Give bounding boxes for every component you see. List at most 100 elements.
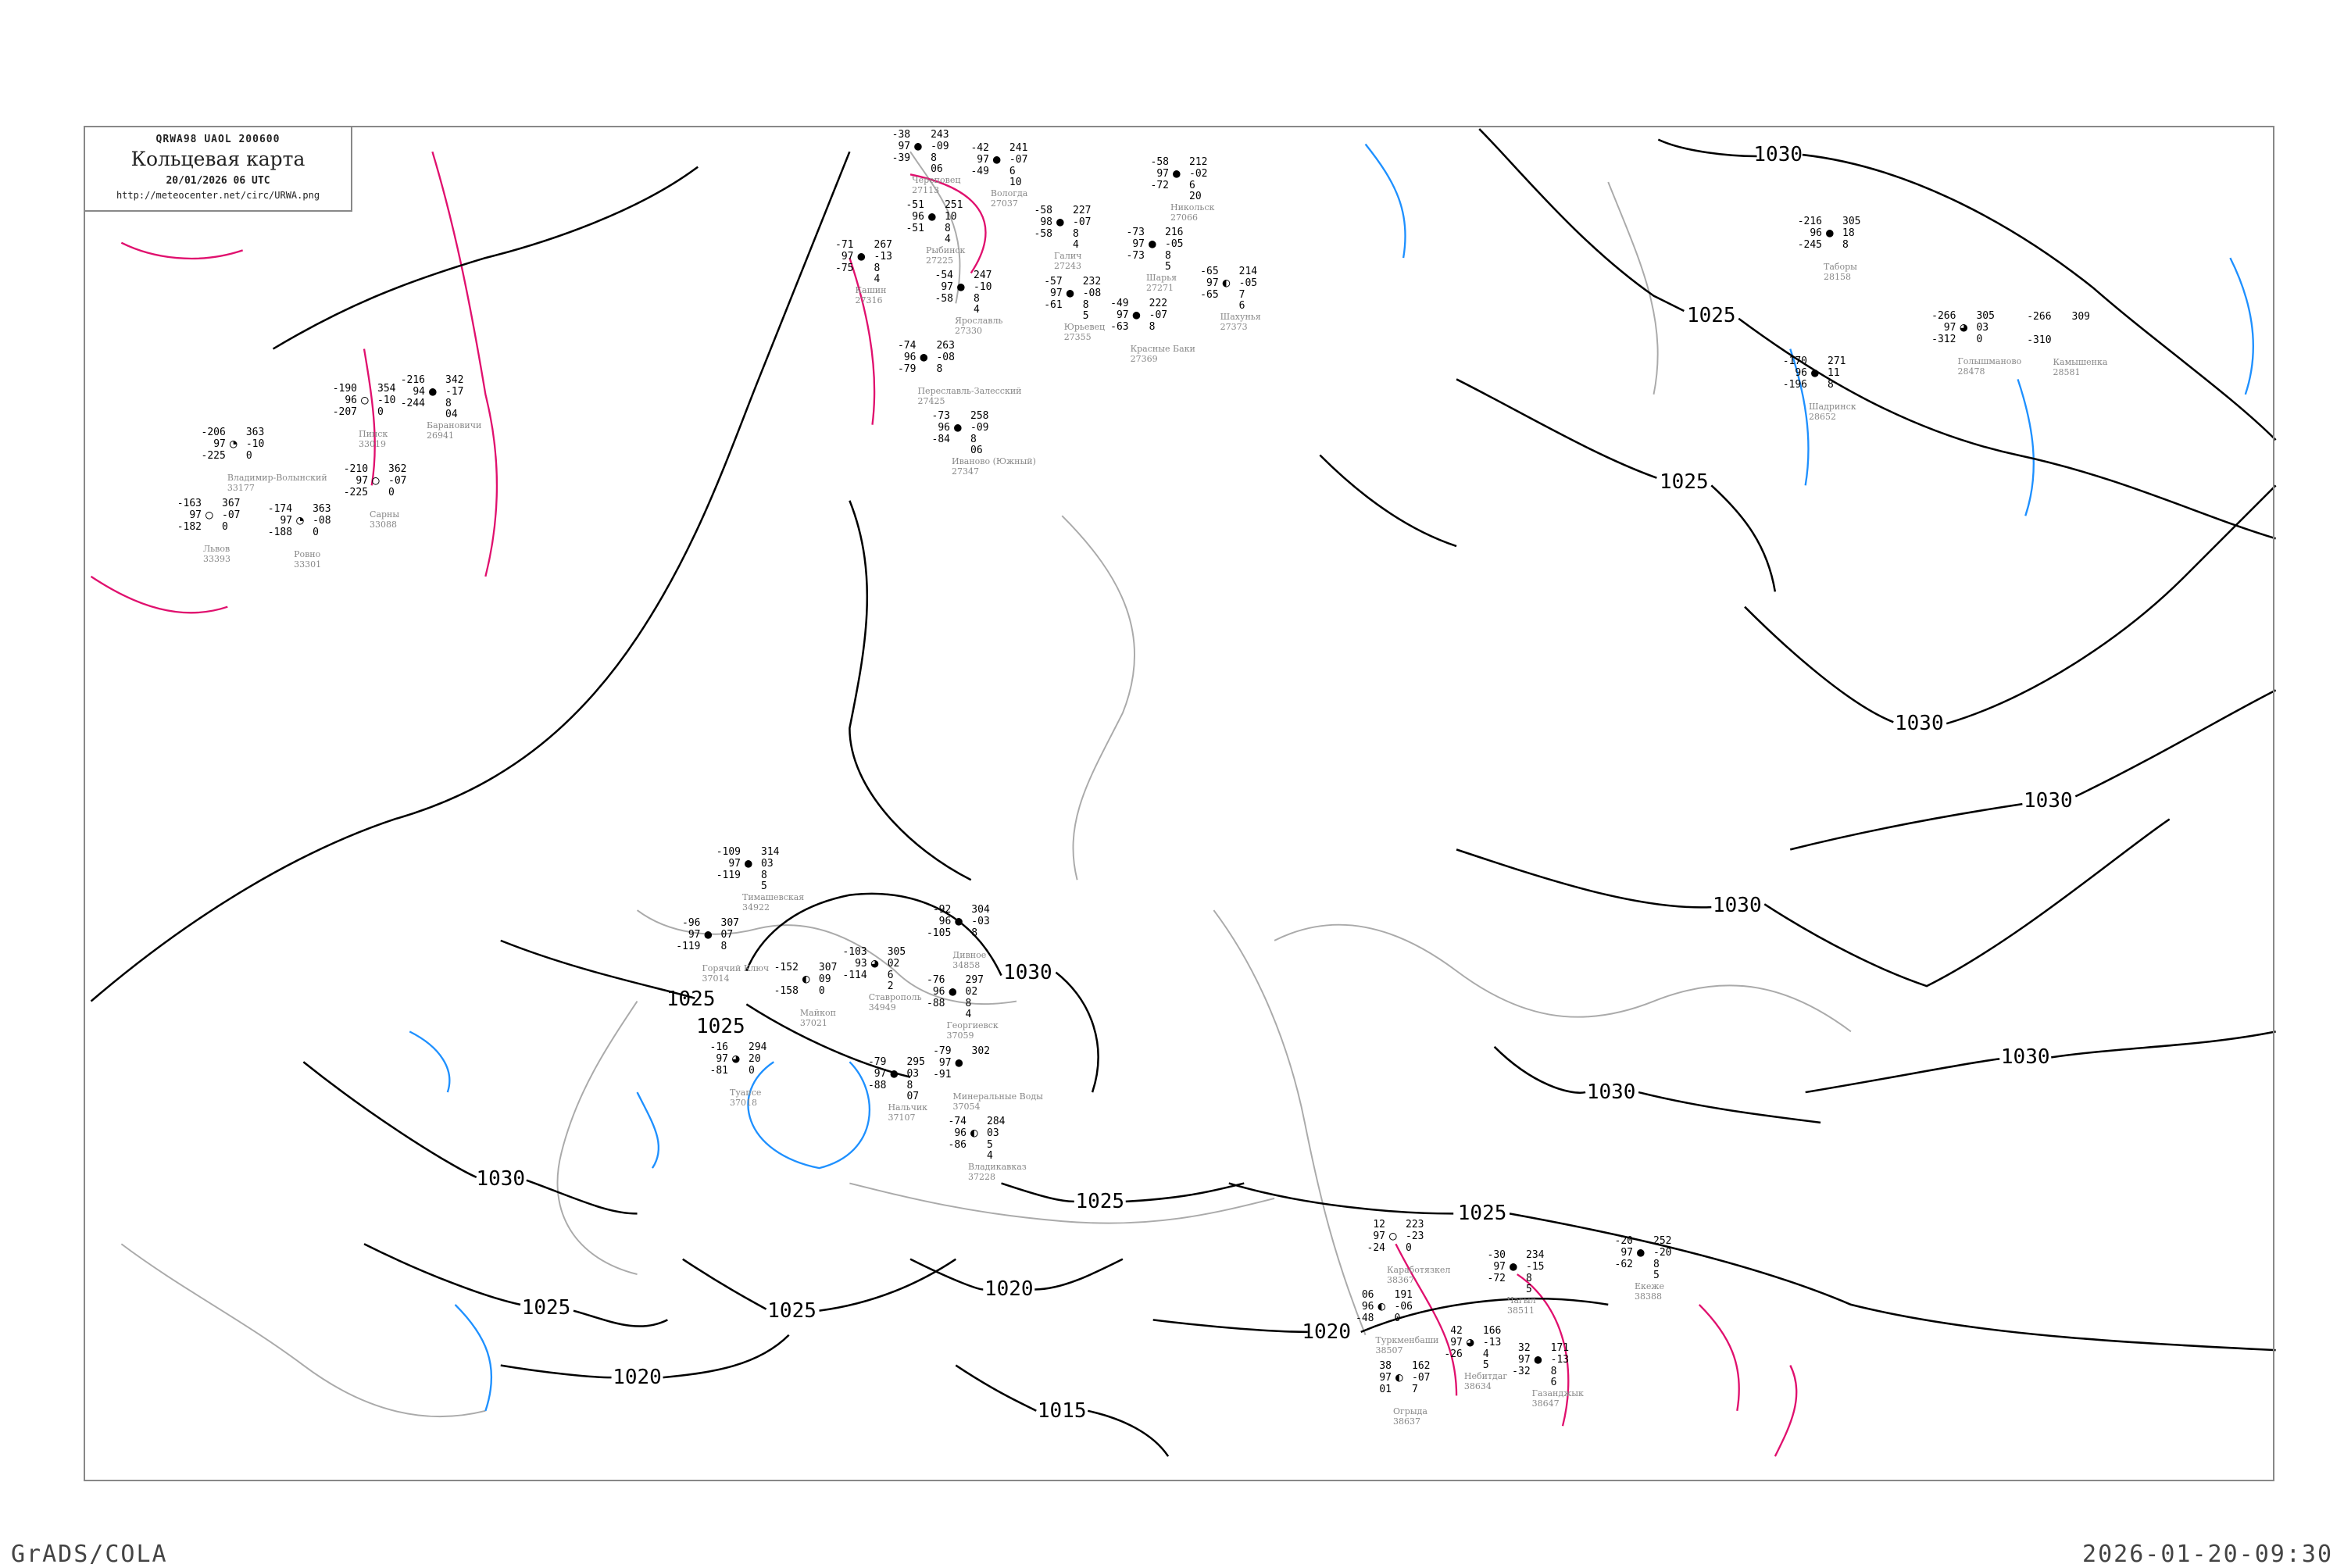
- isobar-label: 1015: [1037, 1398, 1087, 1423]
- precipitation: 10: [1009, 177, 1022, 188]
- air-temperature: -103: [842, 946, 867, 959]
- cloud-cover-icon: ●: [949, 984, 957, 999]
- pressure: 241: [1009, 142, 1028, 154]
- pressure-tendency: -13: [1482, 1337, 1502, 1348]
- station-id: 27113: [912, 185, 940, 195]
- dew-point: -312: [1931, 334, 1956, 345]
- cloud-cover-icon: ●: [1510, 1259, 1517, 1273]
- pressure: 251: [944, 199, 963, 212]
- cloud-cover-icon: ●: [745, 855, 752, 871]
- air-temperature: 32: [1518, 1342, 1531, 1354]
- isobar-label: 1020: [613, 1366, 662, 1390]
- pressure-tendency: 10: [944, 211, 957, 223]
- isobar-label: 1030: [1586, 1080, 1636, 1105]
- pressure: 227: [1073, 205, 1092, 216]
- map-frame: [84, 126, 2274, 1481]
- dew-point: -49: [970, 166, 989, 177]
- air-temperature: -174: [267, 503, 293, 516]
- cloud-amount: 0: [245, 449, 252, 462]
- cloud-amount: 0: [818, 985, 825, 997]
- dew-point: -58: [934, 293, 953, 305]
- cloud-amount: 8: [1149, 320, 1156, 333]
- dew-point: -114: [842, 970, 867, 982]
- map-datetime: 20/01/2026 06 UTC: [166, 175, 270, 187]
- pressure-tendency: -07: [1073, 216, 1092, 228]
- station-name: Шарья: [1146, 272, 1177, 283]
- pressure-tendency: 18: [1842, 227, 1855, 239]
- pressure: 295: [906, 1056, 925, 1068]
- dew-point: -225: [343, 486, 369, 498]
- air-temperature: -16: [709, 1041, 728, 1054]
- precipitation: 07: [906, 1091, 920, 1102]
- pressure-tendency: 02: [887, 958, 900, 970]
- cloud-cover-icon: ◐: [1395, 1370, 1403, 1385]
- precipitation: 5: [1653, 1270, 1660, 1281]
- isobar-label: 1025: [521, 1295, 571, 1320]
- cloud-amount: 7: [1412, 1384, 1418, 1396]
- dew-point: -26: [1444, 1348, 1463, 1360]
- cloud-amount: 8: [445, 398, 452, 409]
- bulletin-code: QRWA98 UAOL 200600: [155, 134, 280, 145]
- station-name: Львов: [203, 543, 230, 554]
- dew-point: -88: [927, 998, 945, 1010]
- station-id: 37107: [888, 1113, 916, 1123]
- cloud-cover-icon: ●: [914, 138, 922, 153]
- visibility: 97: [941, 281, 953, 294]
- visibility: 97: [1379, 1372, 1392, 1384]
- dew-point: -81: [709, 1065, 728, 1077]
- dew-point: -72: [1487, 1273, 1506, 1284]
- pressure: 263: [936, 340, 955, 352]
- air-temperature: -65: [1200, 266, 1219, 277]
- precipitation: 5: [1165, 260, 1171, 273]
- station-id: 33301: [294, 559, 322, 570]
- dew-point: -73: [1126, 249, 1145, 262]
- pressure-tendency: 09: [818, 973, 831, 985]
- station-name: Небитдаг: [1463, 1371, 1508, 1381]
- precipitation: 04: [445, 409, 458, 420]
- cloud-amount: 7: [1238, 289, 1245, 301]
- pressure: 271: [1828, 355, 1846, 367]
- air-temperature: -74: [897, 340, 917, 352]
- isobar-label: 1025: [1075, 1189, 1125, 1213]
- station-id: 38647: [1531, 1398, 1560, 1409]
- air-temperature: -73: [1126, 226, 1145, 238]
- isobar-label: 1025: [767, 1298, 816, 1323]
- station-id: 38367: [1387, 1274, 1414, 1285]
- dew-point: -48: [1356, 1313, 1374, 1325]
- station-id: 27355: [1063, 332, 1092, 342]
- station-name: Пинск: [359, 429, 388, 440]
- cloud-amount: 8: [1653, 1259, 1660, 1270]
- station-name: Горячий Ключ: [702, 963, 770, 973]
- dew-point: -245: [1797, 239, 1822, 251]
- cloud-amount: 8: [971, 927, 978, 940]
- station-name: Ровно: [294, 549, 321, 560]
- station-id: 38637: [1393, 1416, 1420, 1427]
- visibility: 97: [688, 928, 701, 941]
- pressure: 223: [1406, 1218, 1424, 1230]
- station-id: 28652: [1809, 412, 1836, 422]
- pressure: 297: [965, 974, 984, 987]
- dew-point: -88: [867, 1080, 887, 1091]
- station-name: Ярославль: [955, 316, 1003, 327]
- dew-point: -182: [177, 520, 202, 533]
- cloud-amount: 8: [1550, 1366, 1557, 1377]
- station-id: 27347: [952, 466, 979, 477]
- cloud-cover-icon: ◕: [870, 955, 879, 971]
- cloud-cover-icon: ◕: [1466, 1334, 1474, 1349]
- station-name: Камышенка: [2053, 357, 2108, 367]
- air-temperature: -170: [1782, 355, 1807, 367]
- visibility: 97: [841, 251, 854, 263]
- cloud-cover-icon: ◕: [732, 1051, 740, 1066]
- dew-point: -51: [906, 223, 924, 235]
- dew-point: -119: [676, 940, 701, 952]
- cloud-cover-icon: ◔: [229, 435, 238, 451]
- air-temperature: -216: [400, 374, 425, 386]
- air-temperature: -30: [1487, 1249, 1506, 1261]
- cloud-amount: 0: [1406, 1241, 1412, 1254]
- visibility: 97: [356, 474, 369, 487]
- air-temperature: -216: [1797, 216, 1822, 227]
- visibility: 97: [1518, 1354, 1531, 1366]
- air-temperature: -152: [774, 962, 799, 973]
- station-name: Газанджык: [1531, 1388, 1584, 1398]
- cloud-amount: 6: [1009, 166, 1016, 177]
